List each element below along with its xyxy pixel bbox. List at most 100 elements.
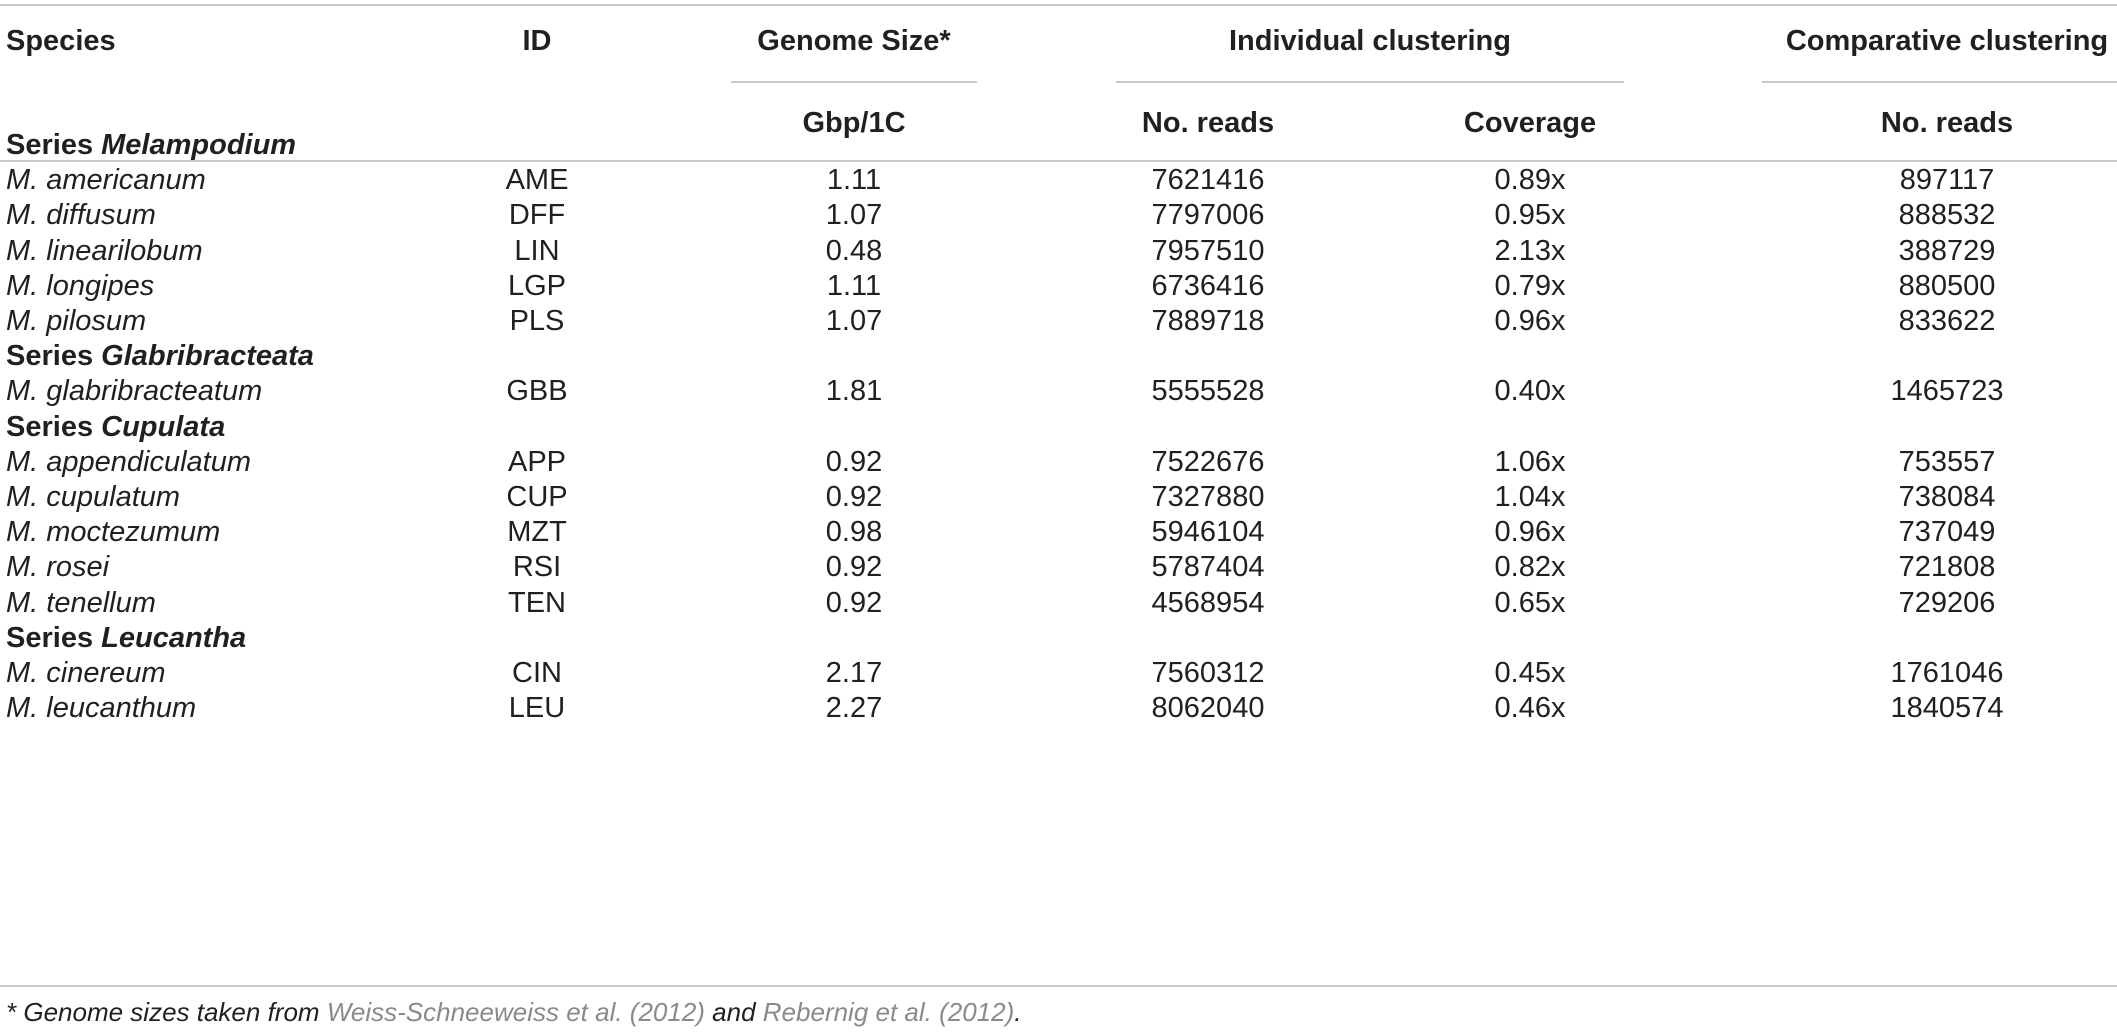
cell-no-reads: 8062040 [1151,692,1265,725]
cell-no-reads: 6736416 [1151,269,1265,302]
series-group-header: Series Melampodium [6,131,296,160]
cell-genome-size: 1.81 [825,375,883,408]
cell-no-reads: 5787404 [1151,551,1265,584]
cell-id: DFF [508,199,566,232]
cell-id: TEN [508,586,566,619]
cell-id: APP [507,445,567,478]
cell-comparative-no-reads: 888532 [1898,199,1996,232]
cell-id: PLS [509,305,565,337]
cell-id: LGP [507,269,567,302]
cell-genome-size: 0.92 [825,551,883,584]
cell-species: M. longipes [6,269,155,302]
cell-genome-size: 0.92 [825,481,883,513]
cell-comparative-no-reads: 1465723 [1890,375,2004,408]
series-prefix: Series [6,410,102,443]
genome-size-rule [731,81,977,83]
cell-no-reads: 4568954 [1151,586,1265,619]
cell-coverage: 0.82x [1494,551,1566,584]
cell-id: GBB [506,375,568,408]
cell-coverage: 0.45x [1494,657,1566,689]
table-footnote: * Genome sizes taken from Weiss-Schneewe… [6,999,1022,1025]
footnote-ref-weiss-schneeweiss[interactable]: Weiss-Schneeweiss et al. (2012) [326,997,705,1027]
header-comparative-clustering: Comparative clustering [1785,25,2109,57]
header-gbp: Gbp/1C [802,107,906,139]
cell-comparative-no-reads: 1840574 [1890,692,2004,725]
cell-comparative-no-reads: 753557 [1898,445,1996,478]
series-name: Cupulata [101,410,226,443]
table-bottom-rule [0,985,2117,987]
cell-no-reads: 5555528 [1151,375,1265,408]
cell-genome-size: 0.98 [825,516,883,549]
cell-species: M. cupulatum [6,481,181,513]
cell-no-reads: 7957510 [1151,234,1265,267]
cell-id: RSI [512,551,562,584]
series-name: Glabribracteata [101,340,314,373]
cell-genome-size: 2.27 [825,692,883,725]
series-prefix: Series [6,340,102,373]
cell-comparative-no-reads: 880500 [1898,269,1996,302]
cell-no-reads: 7797006 [1151,199,1265,232]
cell-genome-size: 2.17 [825,657,883,689]
cell-species: M. rosei [6,551,110,584]
cell-genome-size: 1.07 [825,305,883,337]
comparative-clustering-rule [1762,81,2117,83]
series-group-header: Series Cupulata [6,410,226,443]
cell-id: CUP [506,481,568,513]
cell-genome-size: 1.11 [826,164,882,197]
cell-comparative-no-reads: 833622 [1898,305,1996,337]
cell-id: LEU [508,692,566,725]
cell-coverage: 1.06x [1494,445,1566,478]
cell-no-reads: 7327880 [1151,481,1265,513]
cell-comparative-no-reads: 1761046 [1890,657,2004,689]
cell-coverage: 1.04x [1494,481,1566,513]
cell-coverage: 0.96x [1494,516,1566,549]
cell-comparative-no-reads: 737049 [1898,516,1996,549]
cell-no-reads: 7522676 [1151,445,1265,478]
cell-no-reads: 5946104 [1151,516,1265,549]
footnote-tail: . [1014,997,1022,1027]
cell-coverage: 0.46x [1494,692,1566,725]
header-species: Species [6,25,116,57]
cell-coverage: 0.89x [1494,164,1566,197]
cell-species: M. cinereum [6,657,166,689]
cell-genome-size: 0.48 [825,234,883,267]
cell-species: M. diffusum [6,199,156,232]
series-name: Melampodium [101,129,297,161]
cell-comparative-no-reads: 729206 [1898,586,1996,619]
individual-clustering-rule [1116,81,1624,83]
cell-id: CIN [512,657,562,689]
cell-coverage: 0.65x [1494,586,1566,619]
cell-comparative-no-reads: 388729 [1898,234,1996,267]
cell-species: M. leucanthum [6,692,197,725]
cell-coverage: 0.96x [1494,305,1566,337]
cell-species: M. americanum [6,164,206,197]
cell-id: MZT [507,516,567,549]
cell-species: M. tenellum [6,586,156,619]
cell-id: AME [505,164,569,197]
cell-species: M. appendiculatum [6,445,252,478]
cell-genome-size: 1.07 [825,199,883,232]
series-prefix: Series [6,129,102,161]
header-bottom-rule [0,160,2117,162]
cell-coverage: 0.79x [1494,269,1566,302]
cell-no-reads: 7889718 [1151,305,1265,337]
series-group-header: Series Glabribracteata [6,342,314,371]
cell-genome-size: 0.92 [825,445,883,478]
series-prefix: Series [6,621,102,654]
cell-no-reads: 7621416 [1151,164,1265,197]
cell-comparative-no-reads: 738084 [1898,481,1996,513]
top-rule [0,4,2117,6]
series-group-header: Series Leucantha [6,621,246,654]
cell-comparative-no-reads: 721808 [1898,551,1996,584]
footnote-ref-rebernig[interactable]: Rebernig et al. (2012) [762,997,1015,1027]
cell-coverage: 0.95x [1494,199,1566,232]
header-coverage: Coverage [1463,107,1597,139]
cell-coverage: 0.40x [1494,375,1566,408]
cell-id: LIN [514,234,560,267]
cell-species: M. pilosum [6,305,147,337]
cell-species: M. glabribracteatum [6,375,263,408]
cell-genome-size: 0.92 [825,586,883,619]
header-comparative-no-reads: No. reads [1880,107,2014,139]
header-genome-size: Genome Size* [757,25,951,57]
cell-species: M. linearilobum [6,234,203,267]
